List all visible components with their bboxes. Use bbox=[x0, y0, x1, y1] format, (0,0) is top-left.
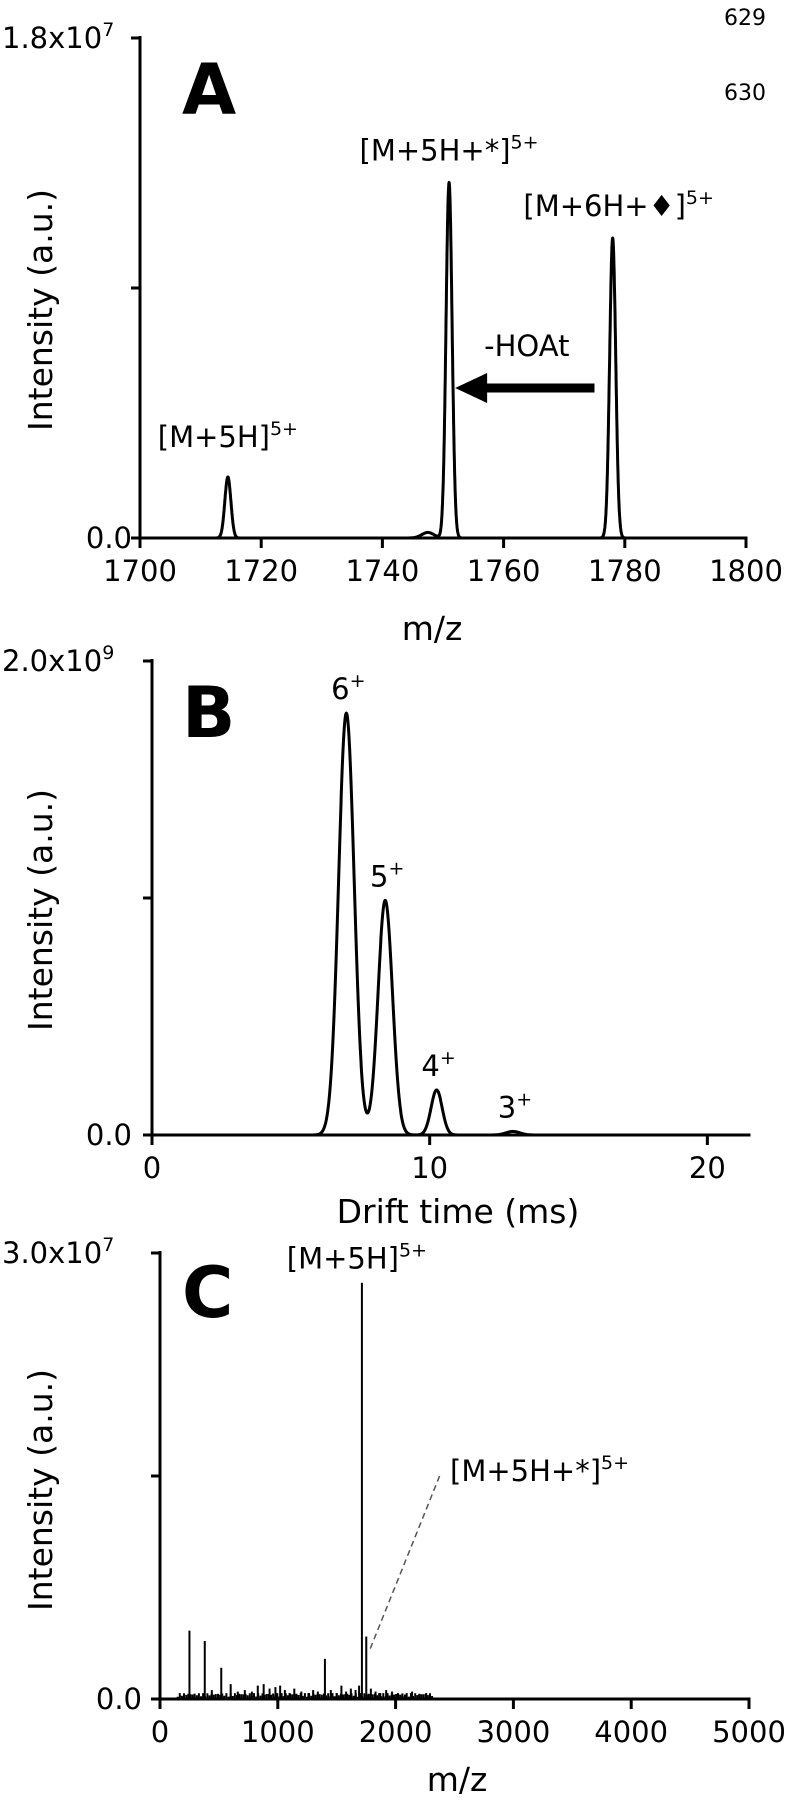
panel-c-sticks bbox=[176, 1282, 434, 1699]
panel-b-peak-labels: 6+ 5+ 4+ 3+ bbox=[331, 670, 532, 1124]
panel-a-xtick-label-4: 1780 bbox=[588, 554, 662, 588]
panel-b-xtick-label-1: 10 bbox=[411, 1151, 448, 1185]
panel-b-letter: B bbox=[182, 672, 235, 754]
panel-a-arrow-label: -HOAt bbox=[484, 329, 569, 363]
panel-a-peak-label-0: [M+5H]5+ bbox=[158, 418, 298, 454]
panel-c-xtick-label-3: 3000 bbox=[476, 1715, 550, 1749]
panel-a-xtick-label-1: 1720 bbox=[224, 554, 298, 588]
panel-c-xtick-label-4: 4000 bbox=[594, 1715, 668, 1749]
panel-b-mobilogram: B 2.0x109 0.0 Intensity (a.u.) Drift tim… bbox=[2, 642, 751, 1231]
panel-c-xtick-label-5: 5000 bbox=[712, 1715, 786, 1749]
panel-a-axes: 1700 1720 1740 1760 1780 1800 bbox=[103, 36, 783, 588]
panel-b-ylabel: Intensity (a.u.) bbox=[21, 789, 60, 1031]
line-number-629: 629 bbox=[724, 6, 766, 31]
panel-b-xtick-label-2: 20 bbox=[689, 1151, 726, 1185]
panel-a-ytick-zero: 0.0 bbox=[86, 521, 132, 555]
panel-b-peak-label-2: 4+ bbox=[421, 1047, 455, 1083]
panel-b-peak-label-0: 6+ bbox=[331, 670, 365, 706]
panel-a-spectrum: A 1.8x107 0.0 Intensity (a.u.) m/z 1700 1… bbox=[2, 19, 783, 648]
panel-b-peak-label-3: 3+ bbox=[498, 1088, 532, 1124]
panel-b-xlabel: Drift time (ms) bbox=[337, 1192, 580, 1231]
line-number-630: 630 bbox=[724, 81, 766, 106]
panel-b-peak-label-1: 5+ bbox=[370, 857, 404, 893]
panel-a-xlabel: m/z bbox=[402, 609, 463, 648]
panel-b-xtick-label-0: 0 bbox=[143, 1151, 161, 1185]
panel-c-main-peak-label: [M+5H]5+ bbox=[287, 1240, 427, 1276]
panel-c-spectrum: C 3.0x107 0.0 Intensity (a.u.) m/z 0 1000… bbox=[2, 1234, 786, 1799]
panel-c-xtick-label-1: 1000 bbox=[241, 1715, 315, 1749]
panel-c-ylabel: Intensity (a.u.) bbox=[21, 1369, 60, 1611]
panel-b-trace bbox=[150, 711, 751, 1137]
panel-c-xtick-label-0: 0 bbox=[151, 1715, 169, 1749]
panel-c-xlabel: m/z bbox=[427, 1760, 488, 1799]
panel-a-xtick-label-2: 1740 bbox=[345, 554, 419, 588]
panel-a-peak-labels: [M+5H]5+ [M+5H+*]5+ [M+6H+♦]5+ bbox=[158, 131, 714, 453]
panel-a-peak-label-2: [M+5H+*]5+ bbox=[360, 131, 539, 167]
panel-c-ytick-zero: 0.0 bbox=[96, 1682, 142, 1716]
panel-a-letter: A bbox=[182, 49, 236, 131]
panel-a-ylabel: Intensity (a.u.) bbox=[21, 189, 60, 431]
panel-a-xtick-label-3: 1760 bbox=[467, 554, 541, 588]
panel-a-arrow-head bbox=[455, 373, 488, 403]
panel-c-ytick-top: 3.0x107 bbox=[2, 1234, 114, 1270]
panel-a-ytick-top: 1.8x107 bbox=[2, 19, 114, 55]
panel-c-letter: C bbox=[182, 1252, 233, 1334]
panel-a-loss-arrow: -HOAt bbox=[455, 329, 595, 403]
panel-c-xtick-label-2: 2000 bbox=[359, 1715, 433, 1749]
panel-c-axes: 0 1000 2000 3000 4000 5000 bbox=[151, 1251, 786, 1749]
panel-a-peak-label-3: [M+6H+♦]5+ bbox=[523, 187, 714, 223]
panel-b-ytick-top: 2.0x109 bbox=[2, 642, 114, 678]
panel-c-noise bbox=[176, 1693, 434, 1699]
panel-b-ytick-zero: 0.0 bbox=[86, 1118, 132, 1152]
panel-a-xtick-label-5: 1800 bbox=[709, 554, 783, 588]
panel-c-minor-peak-label: [M+5H+*]5+ bbox=[450, 1452, 629, 1488]
panel-a-trace bbox=[138, 180, 748, 540]
panel-a-xtick-label-0: 1700 bbox=[103, 554, 177, 588]
panel-c-peak-labels: [M+5H]5+ [M+5H+*]5+ bbox=[287, 1240, 629, 1649]
panel-c-leader-line bbox=[369, 1474, 441, 1649]
